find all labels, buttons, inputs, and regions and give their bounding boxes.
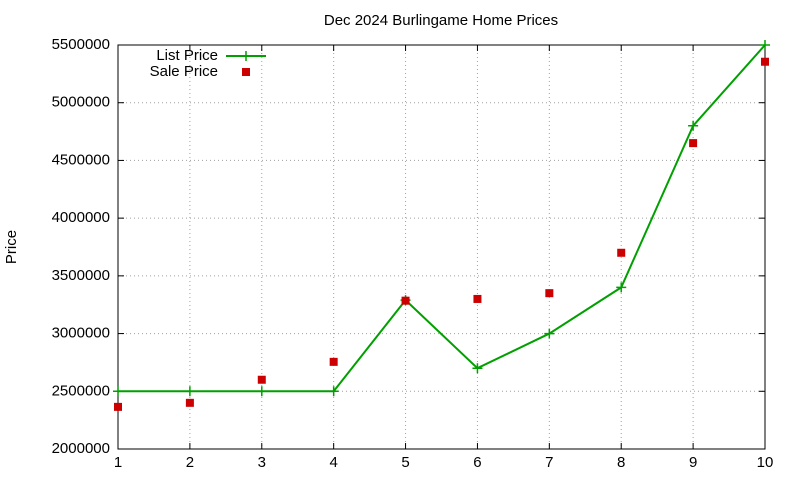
marker [472,363,483,374]
marker [760,40,770,50]
x-tick-label: 9 [689,454,697,471]
marker [113,386,123,397]
marker [689,139,698,148]
marker [544,328,555,339]
y-tick-label: 4000000 [52,209,110,226]
marker [184,386,195,397]
x-tick-label: 10 [757,454,774,471]
y-axis-label: Price [3,230,20,264]
y-tick-label: 5500000 [52,36,110,53]
marker [473,294,482,303]
plot-border [117,44,766,450]
marker [761,57,769,66]
x-tick-label: 5 [401,454,409,471]
legend-marker [241,51,251,61]
y-tick-label: 5000000 [52,94,110,111]
marker [257,375,266,384]
x-tick-label: 2 [186,454,194,471]
y-tick-label: 3500000 [52,267,110,284]
marker [401,296,410,305]
x-tick-label: 7 [545,454,553,471]
x-tick-label: 1 [114,454,122,471]
marker [329,357,338,366]
series-line [118,44,766,393]
y-tick-label: 2000000 [52,440,110,457]
marker [688,120,699,131]
marker [616,282,627,293]
marker [114,402,122,411]
x-tick-label: 6 [473,454,481,471]
chart-title: Dec 2024 Burlingame Home Prices [324,12,558,29]
legend-marker [242,68,250,76]
marker [617,248,626,257]
x-tick-label: 4 [329,454,337,471]
legend-label: List Price [156,47,218,64]
marker [185,398,194,407]
y-tick-label: 4500000 [52,151,110,168]
marker [545,289,554,298]
x-tick-label: 3 [258,454,266,471]
legend-label: Sale Price [150,63,218,80]
y-tick-label: 3000000 [52,325,110,342]
marker [256,386,267,397]
marker [328,386,339,397]
y-tick-label: 2500000 [52,382,110,399]
x-tick-label: 8 [617,454,625,471]
